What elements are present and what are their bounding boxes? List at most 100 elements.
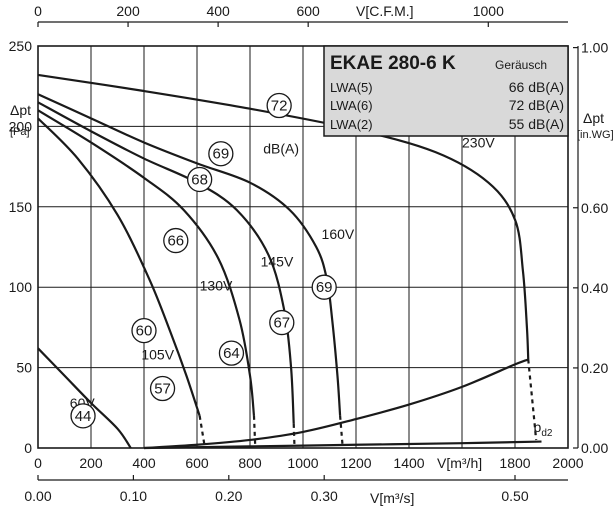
noise-marker: 68 [186,166,213,193]
y-left-unit: [Pa] [10,126,30,138]
y-right-tick-label: 0.40 [581,280,608,296]
noise-marker-label: 64 [223,345,240,362]
info-box: EKAE 280-6 K Geräusch LWA(5) 66 dB(A) LW… [323,45,569,137]
noise-marker-label: 68 [191,171,208,188]
noise-row-2-value: 72 dB(A) [509,97,564,113]
fan-curve-dashed-160v [339,415,344,449]
y-right-tick-label: 0.60 [581,200,608,216]
fan-curve-160v [37,93,342,416]
noise-marker: 67 [269,309,295,336]
noise-marker-label: 44 [75,408,92,425]
noise-marker-circle [218,340,245,366]
x-bottom-tick-label: 0 [34,455,42,471]
system-curve-2 [143,358,529,450]
x-top-tick-label: 1000 [473,3,504,19]
noise-marker-circle [70,403,96,429]
noise-marker-label: 72 [271,97,288,114]
x-bottom-tick-label: 400 [132,455,156,471]
curve-label: 160V [322,226,355,242]
noise-marker-circle [163,227,189,254]
x-bottom-tick-label: 200 [79,455,103,471]
y-left-tick-label: 200 [9,118,33,134]
plot-frame [37,45,569,449]
noise-marker-circle [186,166,213,193]
info-title-suffix: Geräusch [495,58,547,72]
y-left-tick-label: 50 [16,360,32,376]
y-right-unit: [in.WG] [577,129,614,141]
y-right-label: Δpt [583,110,604,126]
x-bottom-tick-label: 800 [238,455,262,471]
noise-marker-label: 60 [136,323,153,340]
noise-marker: 72 [266,92,292,119]
fan-curve-130v [37,109,256,416]
x-m3s-label: V[m³/s] [370,490,414,506]
x-top-tick-label: 0 [34,3,42,19]
fan-curves [37,73,542,450]
x-bottom-tick-label: 600 [185,455,209,471]
x-bottom-tick-label: 2000 [552,455,583,471]
y-left-label: Δpt [10,102,31,118]
axes [37,21,579,481]
fan-curve-105v [37,117,201,417]
noise-marker: 69 [208,141,234,167]
noise-row-2-label: LWA(6) [330,98,373,113]
fan-curve-60v [37,347,132,449]
x-bottom-tick-label: 1400 [393,455,424,471]
y-left-tick-label: 100 [9,279,33,295]
x-top-tick-label: 400 [206,3,230,19]
fan-curve-dashed-145v [292,423,296,449]
y-left-tick-label: 0 [24,440,32,456]
noise-row-1-label: LWA(5) [330,80,373,95]
x-m3s-tick-label: 0.50 [501,488,528,504]
noise-marker: 60 [131,317,157,344]
noise-marker-circle [131,317,157,344]
x-bottom-tick-label: 1800 [499,455,530,471]
noise-marker-circle [208,141,234,167]
fan-curve-dashed-230v [527,359,538,441]
noise-marker-circle [149,375,176,402]
noise-marker: 44 [70,403,96,429]
x-bottom-tick-label: 1000 [287,455,318,471]
curve-label: dB(A) [263,141,299,157]
noise-marker-label: 69 [316,279,333,296]
noise-row-1-value: 66 dB(A) [509,79,564,95]
noise-marker: 64 [218,340,245,366]
x-m3s-tick-label: 0.20 [215,488,242,504]
curve-label: 145V [261,253,294,269]
y-right-tick-label: 1.00 [581,40,608,56]
y-left-tick-label: 150 [9,199,33,215]
x-m3s-tick-label: 0.00 [24,488,51,504]
x-top-tick-label: 200 [116,3,140,19]
curve-label: 105V [141,347,174,363]
y-left-tick-label: 250 [9,38,33,54]
noise-marker-circle [266,92,292,119]
noise-marker-label: 67 [273,315,290,332]
x-m3s-tick-label: 0.30 [311,488,338,504]
x-m3s-tick-label: 0.10 [120,488,147,504]
noise-marker-label: 66 [167,233,184,250]
noise-marker-circle [269,309,295,336]
noise-row-3-value: 55 dB(A) [509,116,564,132]
fan-curve-145v [37,101,295,424]
fan-curve-dashed-130v [252,415,257,449]
system-curve-1 [143,440,542,450]
x-bottom-tick-label: 1200 [340,455,371,471]
info-title: EKAE 280-6 K [330,53,456,74]
noise-marker: 57 [149,375,176,402]
fan-curve-230v [37,73,530,360]
fan-curve-dashed-105v [198,415,207,449]
x-bottom-label: V[m³/h] [437,455,482,471]
y-right-tick-label: 0.20 [581,360,608,376]
x-top-tick-label: 600 [296,3,320,19]
noise-marker-label: 57 [154,381,171,398]
curve-label: 130V [200,277,233,293]
curve-label: pd2 [534,419,553,439]
x-top-label: V[C.F.M.] [356,3,414,19]
noise-marker: 66 [163,227,189,254]
noise-marker-circle [311,274,337,300]
y-right-tick-label: 0.00 [581,440,608,456]
curve-label: 230V [462,134,495,150]
